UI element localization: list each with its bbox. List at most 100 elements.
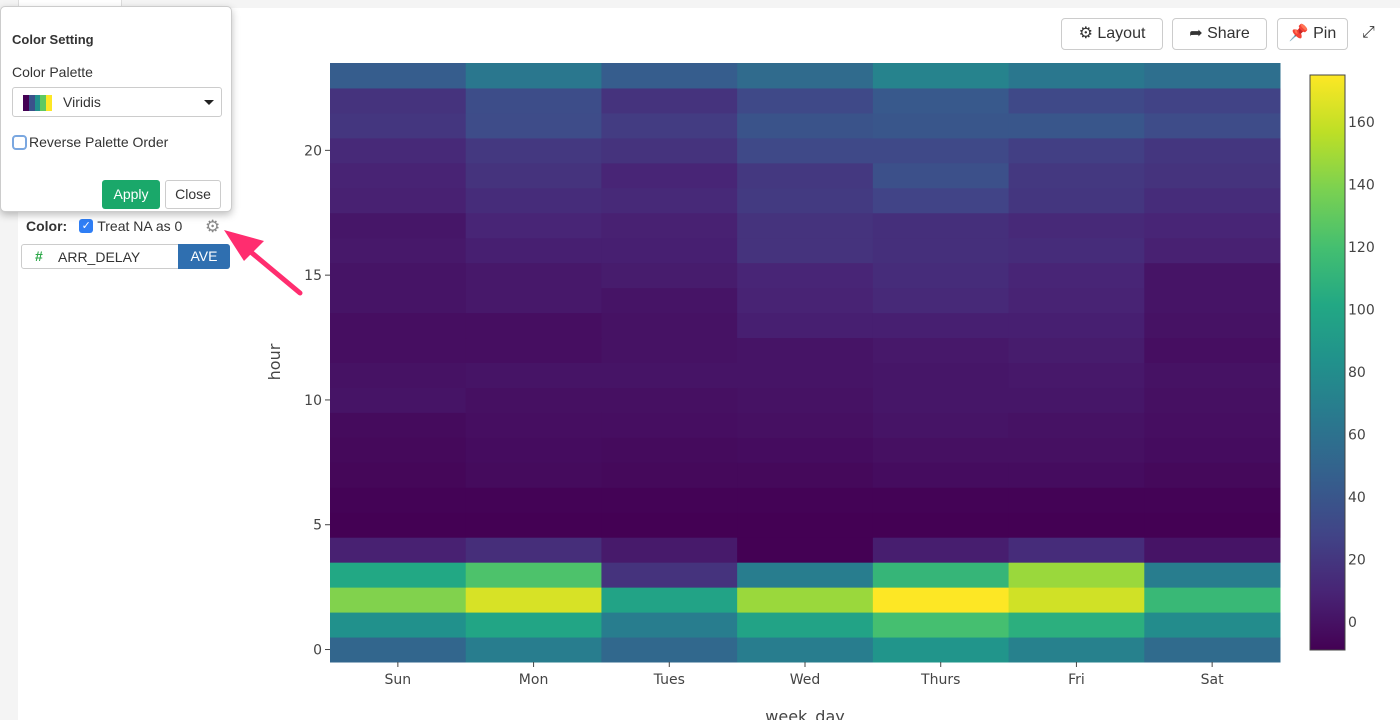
heatmap-cell: [1144, 112, 1281, 139]
heatmap-cell: [465, 437, 602, 463]
heatmap-cell: [330, 63, 467, 89]
heatmap-cell: [330, 112, 467, 139]
heatmap-cell: [1008, 237, 1145, 264]
heatmap-cell: [330, 337, 467, 363]
heatmap-cell: [737, 87, 874, 114]
heatmap-cell: [1144, 587, 1281, 613]
close-button[interactable]: Close: [165, 180, 221, 209]
heatmap-cell: [872, 87, 1010, 114]
heatmap-cell: [601, 612, 738, 638]
layout-button[interactable]: ⚙ Layout: [1061, 18, 1163, 50]
colorbar-tick-label: 100: [1348, 302, 1375, 318]
heatmap-cell: [872, 637, 1010, 663]
heatmap-cell: [737, 112, 874, 139]
heatmap-cell: [1144, 462, 1281, 488]
gear-icon[interactable]: ⚙: [205, 217, 221, 236]
pin-button[interactable]: 📌 Pin: [1277, 18, 1348, 50]
heatmap-cell: [330, 537, 467, 563]
colorbar-tick-label: 120: [1348, 240, 1375, 256]
x-tick-label: Mon: [519, 672, 549, 688]
colorbar: [1309, 74, 1346, 651]
heatmap-cell: [1144, 512, 1281, 538]
heatmap-cell: [872, 162, 1010, 189]
heatmap-cell: [601, 562, 738, 588]
heatmap-cell: [465, 187, 602, 214]
share-icon: ➦: [1189, 25, 1203, 42]
heatmap-cell: [1008, 412, 1145, 438]
heatmap-cell: [737, 387, 874, 413]
heatmap-cell: [330, 162, 467, 189]
heatmap-cell: [1008, 462, 1145, 488]
share-button[interactable]: ➦ Share: [1172, 18, 1267, 50]
heatmap-cell: [872, 262, 1010, 289]
heatmap-cell: [872, 112, 1010, 139]
heatmap-cell: [872, 237, 1010, 264]
heatmap-cell: [737, 612, 874, 638]
heatmap-cell: [465, 287, 602, 314]
heatmap-cell: [1144, 637, 1281, 663]
share-label: Share: [1207, 25, 1250, 42]
heatmap-cell: [330, 462, 467, 488]
heatmap-cell: [1008, 63, 1145, 89]
viridis-swatch-icon: [23, 95, 52, 111]
heatmap-cell: [330, 237, 467, 264]
heatmap-cell: [465, 362, 602, 388]
heatmap-cell: [737, 437, 874, 463]
heatmap-cell: [737, 187, 874, 214]
heatmap-cell: [872, 287, 1010, 314]
heatmap-cell: [601, 537, 738, 563]
heatmap-cell: [1008, 87, 1145, 114]
colorbar-tick-label: 60: [1348, 427, 1366, 443]
pin-icon: 📌: [1288, 25, 1309, 42]
heatmap-cell: [465, 512, 602, 538]
heatmap-cell: [330, 87, 467, 114]
heatmap-cell: [737, 212, 874, 239]
colorbar-tick-label: 140: [1348, 177, 1375, 193]
heatmap-cell: [737, 237, 874, 264]
heatmap-cell: [737, 362, 874, 388]
heatmap-cell: [465, 462, 602, 488]
heatmap-cell: [465, 262, 602, 289]
aggregation-button[interactable]: AVE: [178, 244, 230, 269]
heatmap-cell: [872, 512, 1010, 538]
heatmap-cell: [737, 637, 874, 663]
heatmap-cell: [465, 387, 602, 413]
heatmap-cell: [330, 312, 467, 339]
color-config-row: Color: ✓ Treat NA as 0: [26, 218, 182, 234]
heatmap-cell: [737, 262, 874, 289]
heatmap-cell: [601, 187, 738, 214]
y-tick-label: 0: [313, 643, 322, 659]
heatmap-cell: [601, 237, 738, 264]
heatmap-cell: [601, 212, 738, 239]
heatmap-cell: [872, 312, 1010, 339]
y-tick-label: 15: [304, 268, 322, 284]
heatmap-cell: [1144, 437, 1281, 463]
treat-na-checkbox[interactable]: ✓: [79, 219, 94, 233]
heatmap-cell: [1144, 87, 1281, 114]
heatmap-cell: [601, 63, 738, 89]
heatmap-cell: [1008, 337, 1145, 363]
heatmap-cell: [465, 237, 602, 264]
palette-select[interactable]: Viridis: [12, 87, 222, 117]
apply-button[interactable]: Apply: [102, 180, 160, 209]
numeric-type-icon: #: [35, 248, 43, 264]
colorbar-tick-label: 0: [1348, 615, 1357, 631]
heatmap-cell: [330, 437, 467, 463]
heatmap-cell: [330, 487, 467, 513]
heatmap-cell: [330, 287, 467, 314]
color-field[interactable]: # ARR_DELAY AVE: [21, 244, 230, 269]
heatmap-cell: [1144, 387, 1281, 413]
heatmap-cell: [1008, 587, 1145, 613]
tab-edge: [18, 0, 122, 8]
expand-icon[interactable]: ⤢: [1362, 24, 1375, 41]
heatmap-cell: [465, 87, 602, 114]
reverse-label: Reverse Palette Order: [29, 134, 169, 150]
heatmap-cell: [1008, 637, 1145, 663]
reverse-palette-checkbox[interactable]: Reverse Palette Order: [12, 134, 168, 150]
heatmap-cell: [1144, 187, 1281, 214]
checkbox-icon[interactable]: [12, 134, 27, 150]
heatmap-cell: [737, 537, 874, 563]
heatmap-cell: [601, 387, 738, 413]
y-axis-label: hour: [265, 343, 284, 380]
colorbar-tick-label: 160: [1348, 115, 1375, 131]
